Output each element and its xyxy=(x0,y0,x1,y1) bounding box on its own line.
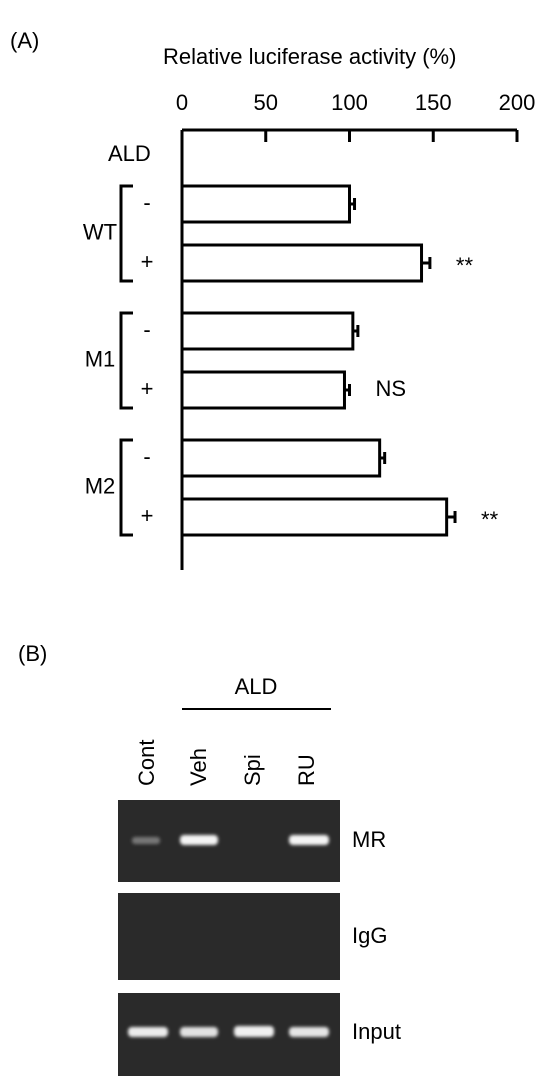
band xyxy=(180,835,218,845)
annotation: ** xyxy=(481,507,499,532)
row-label: IgG xyxy=(352,923,387,948)
group-label: WT xyxy=(83,219,117,244)
figure: (A) Relative luciferase activity (%) ALD… xyxy=(0,0,560,1078)
x-tick-label: 0 xyxy=(176,90,188,115)
band xyxy=(289,1027,329,1037)
annotation: NS xyxy=(376,376,407,401)
y-tick-label: - xyxy=(143,317,150,342)
bar xyxy=(182,372,344,408)
bar xyxy=(182,313,353,349)
panel-label: (B) xyxy=(18,641,47,666)
bar xyxy=(182,186,350,222)
gel-box xyxy=(118,893,340,980)
bar xyxy=(182,440,380,476)
x-tick-label: 50 xyxy=(254,90,278,115)
lane-label: Spi xyxy=(240,754,265,786)
y-tick-label: + xyxy=(141,376,154,401)
group-bracket xyxy=(121,186,133,281)
group-bracket xyxy=(121,313,133,408)
row-label: Input xyxy=(352,1019,401,1044)
x-tick-label: 150 xyxy=(415,90,452,115)
annotation: ** xyxy=(456,253,474,278)
y-tick-label: + xyxy=(141,249,154,274)
treatment-label: ALD xyxy=(235,674,278,699)
lane-label: Cont xyxy=(134,740,159,786)
gel xyxy=(118,800,340,1076)
group-label: M2 xyxy=(85,473,116,498)
band xyxy=(180,1027,218,1037)
band xyxy=(128,1027,168,1037)
x-axis-label: Relative luciferase activity (%) xyxy=(163,44,456,69)
row-label: MR xyxy=(352,827,386,852)
band xyxy=(289,835,329,845)
group-label: M1 xyxy=(85,346,116,371)
page: {"chart_data": {"type": "bar", "orientat… xyxy=(0,0,560,1078)
group-bracket xyxy=(121,440,133,535)
lane-label: RU xyxy=(294,754,319,786)
y-tick-label: + xyxy=(141,503,154,528)
band xyxy=(234,1026,274,1037)
panel-label: (A) xyxy=(10,28,39,53)
row-header: ALD xyxy=(108,141,151,166)
lane-label: Veh xyxy=(186,748,211,786)
y-tick-label: - xyxy=(143,190,150,215)
bar xyxy=(182,499,447,535)
bar xyxy=(182,245,422,281)
y-tick-label: - xyxy=(143,444,150,469)
band xyxy=(132,837,160,844)
x-tick-label: 200 xyxy=(499,90,536,115)
x-tick-label: 100 xyxy=(331,90,368,115)
